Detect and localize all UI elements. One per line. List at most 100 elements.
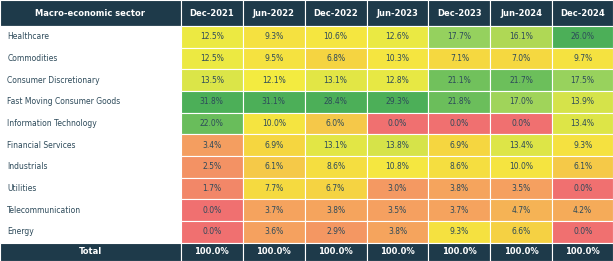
Text: 100.0%: 100.0%	[565, 247, 600, 256]
Bar	[0, 221, 181, 242]
Bar	[428, 48, 490, 69]
Bar	[367, 199, 428, 221]
Bar	[490, 134, 552, 156]
Bar	[305, 134, 367, 156]
Bar	[243, 242, 305, 261]
Text: 7.7%: 7.7%	[264, 184, 283, 193]
Text: 3.6%: 3.6%	[264, 227, 283, 236]
Text: 0.0%: 0.0%	[388, 119, 407, 128]
Text: 100.0%: 100.0%	[256, 247, 291, 256]
Text: Information Technology: Information Technology	[7, 119, 97, 128]
Text: 3.8%: 3.8%	[388, 227, 407, 236]
Text: 100.0%: 100.0%	[318, 247, 353, 256]
Bar	[367, 177, 428, 199]
Text: Dec-2023: Dec-2023	[437, 9, 482, 17]
Text: 0.0%: 0.0%	[202, 227, 221, 236]
Bar	[181, 221, 243, 242]
Bar	[181, 26, 243, 48]
Bar	[243, 134, 305, 156]
Bar	[490, 221, 552, 242]
Bar	[367, 221, 428, 242]
Bar	[490, 177, 552, 199]
Text: 0.0%: 0.0%	[573, 227, 592, 236]
Bar	[552, 0, 613, 26]
Bar	[490, 0, 552, 26]
Bar	[0, 242, 181, 261]
Bar	[0, 91, 181, 113]
Bar	[552, 48, 613, 69]
Text: 12.1%: 12.1%	[262, 76, 286, 85]
Text: 13.9%: 13.9%	[571, 97, 595, 106]
Bar	[552, 221, 613, 242]
Bar	[428, 26, 490, 48]
Text: 26.0%: 26.0%	[571, 32, 595, 41]
Bar	[367, 156, 428, 177]
Bar	[0, 26, 181, 48]
Bar	[181, 69, 243, 91]
Text: 3.7%: 3.7%	[450, 206, 469, 215]
Bar	[552, 199, 613, 221]
Bar	[552, 113, 613, 134]
Text: 10.6%: 10.6%	[324, 32, 348, 41]
Bar	[243, 113, 305, 134]
Bar	[367, 26, 428, 48]
Bar	[367, 91, 428, 113]
Text: Dec-2024: Dec-2024	[560, 9, 605, 17]
Bar	[243, 91, 305, 113]
Bar	[490, 48, 552, 69]
Bar	[367, 113, 428, 134]
Text: 8.6%: 8.6%	[450, 162, 469, 171]
Text: 0.0%: 0.0%	[573, 184, 592, 193]
Text: 12.6%: 12.6%	[386, 32, 409, 41]
Text: Utilities: Utilities	[7, 184, 37, 193]
Text: 3.5%: 3.5%	[512, 184, 531, 193]
Text: 6.8%: 6.8%	[326, 54, 345, 63]
Text: Jun-2022: Jun-2022	[253, 9, 295, 17]
Bar	[243, 156, 305, 177]
Bar	[552, 91, 613, 113]
Text: 17.7%: 17.7%	[447, 32, 471, 41]
Text: 21.8%: 21.8%	[447, 97, 471, 106]
Text: 13.1%: 13.1%	[324, 76, 348, 85]
Text: Healthcare: Healthcare	[7, 32, 49, 41]
Text: 13.5%: 13.5%	[200, 76, 224, 85]
Text: Dec-2022: Dec-2022	[313, 9, 358, 17]
Bar	[0, 69, 181, 91]
Bar	[181, 48, 243, 69]
Text: Consumer Discretionary: Consumer Discretionary	[7, 76, 100, 85]
Text: 2.9%: 2.9%	[326, 227, 345, 236]
Bar	[428, 156, 490, 177]
Bar	[181, 242, 243, 261]
Bar	[428, 69, 490, 91]
Text: Industrials: Industrials	[7, 162, 48, 171]
Bar	[367, 69, 428, 91]
Bar	[181, 177, 243, 199]
Bar	[181, 91, 243, 113]
Bar	[428, 91, 490, 113]
Bar	[181, 134, 243, 156]
Text: 6.9%: 6.9%	[264, 141, 283, 150]
Text: 12.5%: 12.5%	[200, 54, 224, 63]
Bar	[428, 0, 490, 26]
Text: 0.0%: 0.0%	[450, 119, 469, 128]
Bar	[552, 242, 613, 261]
Bar	[0, 48, 181, 69]
Text: 6.0%: 6.0%	[326, 119, 345, 128]
Bar	[243, 48, 305, 69]
Text: 21.1%: 21.1%	[447, 76, 471, 85]
Bar	[0, 199, 181, 221]
Text: 16.1%: 16.1%	[509, 32, 533, 41]
Text: 31.1%: 31.1%	[262, 97, 286, 106]
Text: 7.0%: 7.0%	[512, 54, 531, 63]
Text: 3.0%: 3.0%	[388, 184, 407, 193]
Text: 13.4%: 13.4%	[509, 141, 533, 150]
Bar	[305, 26, 367, 48]
Text: 10.0%: 10.0%	[509, 162, 533, 171]
Text: 8.6%: 8.6%	[326, 162, 345, 171]
Text: 100.0%: 100.0%	[194, 247, 229, 256]
Text: Jun-2024: Jun-2024	[500, 9, 543, 17]
Text: 1.7%: 1.7%	[202, 184, 221, 193]
Text: 12.5%: 12.5%	[200, 32, 224, 41]
Bar	[181, 0, 243, 26]
Bar	[243, 26, 305, 48]
